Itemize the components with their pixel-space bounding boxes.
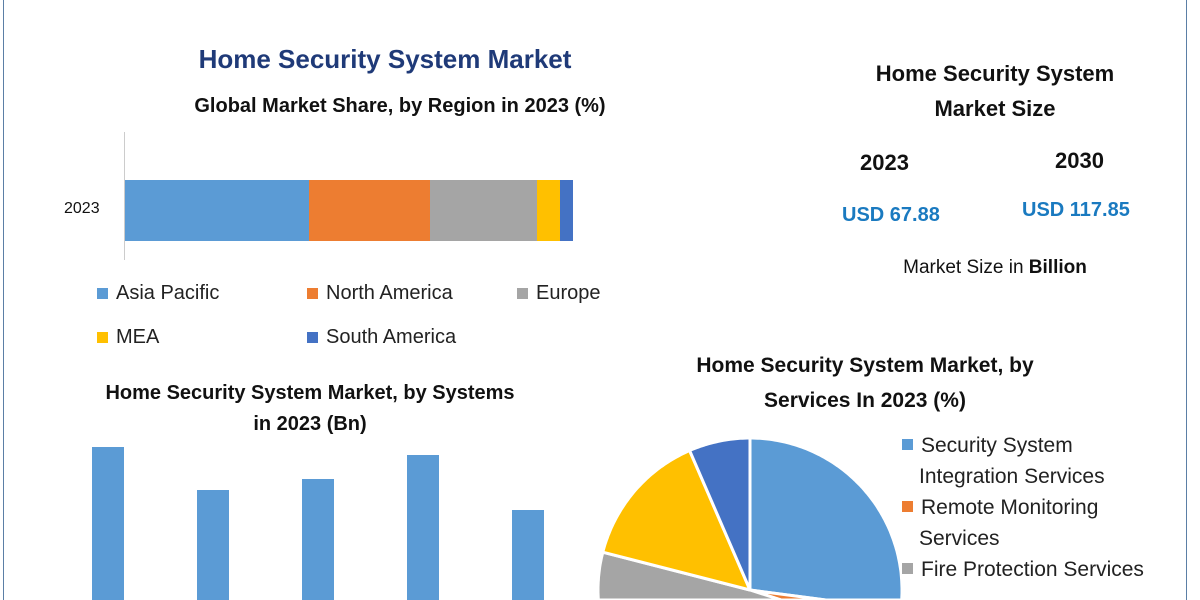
year-2023: 2023 <box>860 150 909 175</box>
services-chart-title: Home Security System Market, by Services… <box>650 348 1080 418</box>
bar-segment-mea <box>537 180 560 241</box>
legend-label: South America <box>326 326 457 348</box>
legend-swatch <box>307 288 318 299</box>
market-size-unit: Market Size in Billion <box>840 257 1150 279</box>
pie-legend: Security System Integration Services Rem… <box>902 430 1144 585</box>
systems-bar <box>512 510 544 600</box>
legend-label: Europe <box>536 282 601 304</box>
systems-bar <box>302 479 334 600</box>
pie-slice <box>748 436 904 600</box>
legend-swatch <box>517 288 528 299</box>
legend-label: MEA <box>116 326 160 348</box>
legend-label: North America <box>326 282 453 304</box>
title-line: Market Size <box>934 96 1056 121</box>
unit-prefix: Market Size in <box>903 257 1029 278</box>
region-category-label: 2023 <box>64 200 100 217</box>
legend-label: Remote Monitoring <box>921 496 1099 519</box>
market-size-title: Home Security System Market Size <box>840 56 1150 126</box>
bar-segment-south-america <box>559 180 573 241</box>
pie-legend-item: Remote Monitoring <box>902 492 1144 523</box>
legend-asia-pacific: Asia Pacific <box>97 282 219 305</box>
unit-bold: Billion <box>1028 257 1087 278</box>
legend-swatch <box>97 288 108 299</box>
legend-swatch <box>902 500 913 512</box>
pie-slice <box>748 588 828 600</box>
systems-chart-title: Home Security System Market, by Systems … <box>60 378 560 440</box>
legend-label: Security System <box>921 434 1073 457</box>
systems-bar <box>92 447 124 600</box>
main-title: Home Security System Market <box>198 44 572 74</box>
bar-segment-asia-pacific <box>125 180 309 241</box>
region-chart-title: Global Market Share, by Region in 2023 (… <box>194 95 606 117</box>
bar-segment-north-america <box>308 180 430 241</box>
pie-legend-item-cont: Integration Services <box>919 465 1105 488</box>
title-line: Home Security System <box>875 61 1115 86</box>
legend-mea: MEA <box>97 326 159 349</box>
legend-label: Asia Pacific <box>116 282 220 304</box>
legend-swatch <box>307 332 318 343</box>
title-line: in 2023 (Bn) <box>253 413 367 435</box>
value-2023: USD 67.88 <box>842 204 940 226</box>
pie-legend-item: Fire Protection Services <box>902 554 1144 585</box>
value-2030: USD 117.85 <box>1022 199 1130 221</box>
pie-slice <box>601 449 752 592</box>
legend-north-america: North America <box>307 282 453 305</box>
title-line: Services In 2023 (%) <box>764 389 966 412</box>
frame-border-left <box>3 0 4 600</box>
region-chart-axis <box>124 132 125 260</box>
bar-segment-europe <box>429 180 538 241</box>
year-2030: 2030 <box>1055 148 1104 173</box>
pie-legend-item: Security System <box>902 430 1144 461</box>
legend-europe: Europe <box>517 282 601 305</box>
legend-south-america: South America <box>307 326 456 349</box>
frame-border-right <box>1186 0 1187 600</box>
legend-swatch <box>902 438 913 450</box>
pie-slice <box>688 436 752 592</box>
title-line: Home Security System Market, by Systems <box>105 382 515 404</box>
pie-legend-item-cont: Services <box>919 527 1000 550</box>
legend-swatch <box>902 562 913 574</box>
legend-swatch <box>97 332 108 343</box>
systems-bar <box>197 490 229 600</box>
legend-label: Fire Protection Services <box>921 558 1144 581</box>
systems-bar <box>407 455 439 600</box>
title-line: Home Security System Market, by <box>696 354 1034 377</box>
